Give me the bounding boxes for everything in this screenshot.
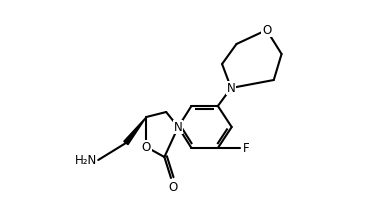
- Text: O: O: [142, 141, 151, 154]
- Polygon shape: [124, 117, 146, 145]
- Text: F: F: [243, 141, 249, 154]
- Text: H₂N: H₂N: [75, 154, 97, 167]
- Text: O: O: [168, 181, 178, 194]
- Text: N: N: [174, 121, 183, 134]
- Text: N: N: [227, 81, 235, 95]
- Text: O: O: [262, 24, 271, 37]
